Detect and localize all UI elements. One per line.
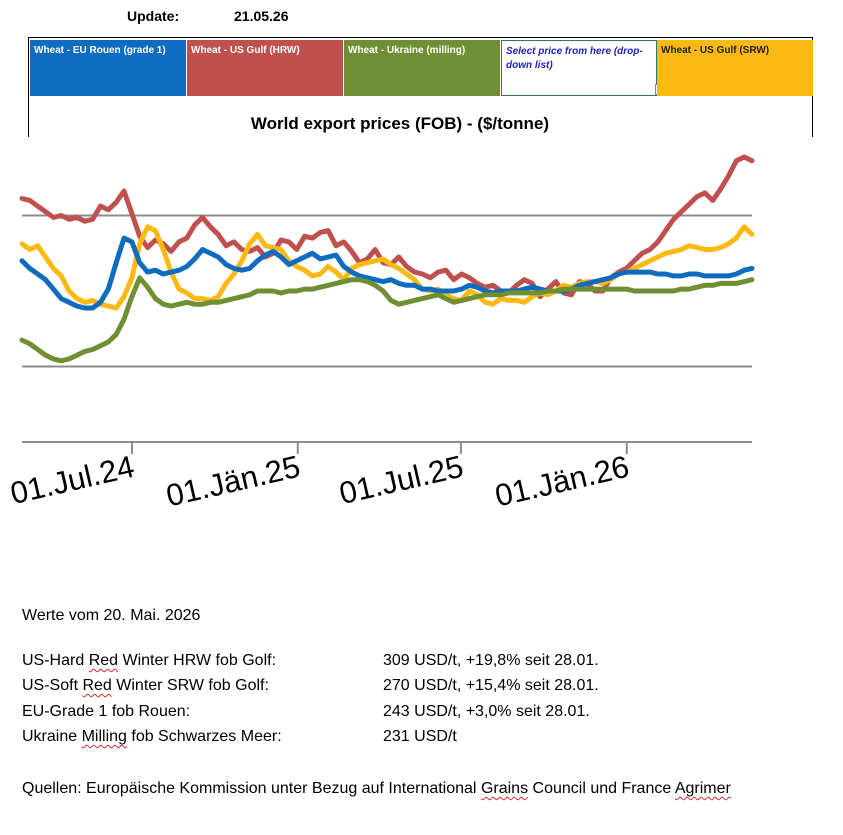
series-line-3 [19, 235, 755, 311]
update-label: Update: [127, 8, 180, 24]
chart-title: World export prices (FOB) - ($/tonne) [250, 114, 550, 133]
series-line-4 [19, 275, 755, 364]
x-tick-label: 01.Jän.25 [163, 449, 304, 514]
note-label: US-Hard Red Winter HRW fob Golf: [22, 652, 277, 669]
note-row-hrw: US-Hard Red Winter HRW fob Golf: 309 USD… [22, 652, 599, 670]
series-button-ukraine-milling[interactable]: Wheat - Ukraine (milling) [344, 40, 500, 96]
series-lines [19, 154, 755, 364]
note-value: 270 USD/t, +15,4% seit 28.01. [383, 677, 599, 694]
note-value: 309 USD/t, +19,8% seit 28.01. [383, 652, 599, 669]
series-button-us-gulf-hrw[interactable]: Wheat - US Gulf (HRW) [187, 40, 343, 96]
sources-note: Quellen: Europäische Kommission unter Be… [22, 780, 731, 797]
note-row-srw: US-Soft Red Winter SRW fob Golf: 270 USD… [22, 677, 599, 695]
note-label: US-Soft Red Winter SRW fob Golf: [22, 677, 269, 694]
note-label: Ukraine Milling fob Schwarzes Meer: [22, 728, 282, 745]
update-date: 21.05.26 [234, 8, 289, 24]
note-label: EU-Grade 1 fob Rouen: [22, 703, 191, 720]
note-row-ukraine: Ukraine Milling fob Schwarzes Meer: 231 … [22, 728, 457, 746]
series-button-eu-rouen[interactable]: Wheat - EU Rouen (grade 1) [30, 40, 186, 96]
x-tick-label: 01.Jän.26 [492, 449, 633, 514]
x-tick-label: 01.Jul.25 [336, 449, 466, 511]
x-tick-label: 01.Jul.24 [7, 449, 137, 511]
note-value: 243 USD/t, +3,0% seit 28.01. [383, 703, 590, 720]
note-value: 231 USD/t [383, 728, 457, 745]
x-axis: 01.Jul.24 01.Jän.25 01.Jul.25 01.Jän.26 [7, 441, 752, 514]
note-row-eu: EU-Grade 1 fob Rouen: 243 USD/t, +3,0% s… [22, 703, 590, 721]
series-button-us-gulf-srw[interactable]: Wheat - US Gulf (SRW) [657, 40, 813, 96]
price-select-dropdown[interactable]: Select price from here (drop-down list) [501, 40, 657, 96]
grid-lines [22, 214, 752, 368]
values-date-line: Werte vom 20. Mai. 2026 [22, 607, 201, 624]
price-chart: 01.Jul.24 01.Jän.25 01.Jul.25 01.Jän.26 [7, 154, 755, 514]
